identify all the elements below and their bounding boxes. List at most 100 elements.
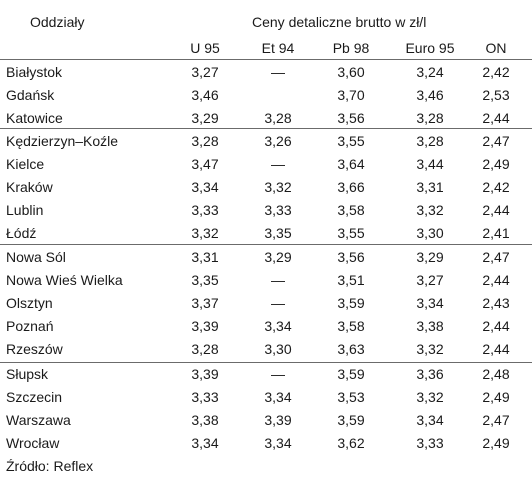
column-header-u95: U 95: [190, 40, 220, 56]
cell-pb98: 3,63: [337, 341, 365, 357]
cell-pb98: 3,62: [337, 435, 365, 451]
row-city-name: Nowa Wieś Wielka: [6, 272, 123, 288]
cell-pb98: 3,56: [337, 110, 365, 126]
cell-u95: 3,37: [191, 295, 219, 311]
cell-on: 2,44: [482, 341, 510, 357]
cell-et94: 3,30: [264, 341, 292, 357]
row-city-name: Nowa Sól: [6, 249, 66, 265]
cell-pb98: 3,70: [337, 87, 365, 103]
column-header-et94: Et 94: [261, 40, 295, 56]
cell-et94: —: [271, 366, 285, 382]
cell-pb98: 3,58: [337, 202, 365, 218]
cell-pb98: 3,55: [337, 225, 365, 241]
cell-on: 2,47: [482, 133, 510, 149]
cell-euro95: 3,31: [416, 179, 444, 195]
cell-on: 2,44: [482, 110, 510, 126]
cell-pb98: 3,59: [337, 412, 365, 428]
row-city-name: Białystok: [6, 64, 63, 80]
cell-on: 2,42: [482, 64, 510, 80]
row-city-name: Rzeszów: [6, 341, 63, 357]
cell-euro95: 3,34: [416, 295, 444, 311]
cell-euro95: 3,30: [416, 225, 444, 241]
row-city-name: Kędzierzyn–Koźle: [6, 133, 119, 149]
cell-euro95: 3,29: [416, 249, 444, 265]
cell-et94: 3,29: [264, 249, 292, 265]
cell-euro95: 3,38: [416, 318, 444, 334]
cell-euro95: 3,32: [416, 341, 444, 357]
row-city-name: Katowice: [6, 110, 63, 126]
row-city-name: Szczecin: [6, 389, 63, 405]
cell-on: 2,49: [482, 389, 510, 405]
cell-on: 2,53: [482, 87, 510, 103]
cell-u95: 3,28: [191, 133, 219, 149]
cell-on: 2,44: [482, 202, 510, 218]
cell-on: 2,49: [482, 435, 510, 451]
cell-euro95: 3,24: [416, 64, 444, 80]
cell-et94: 3,34: [264, 318, 292, 334]
cell-euro95: 3,32: [416, 389, 444, 405]
cell-et94: —: [271, 272, 285, 288]
cell-pb98: 3,60: [337, 64, 365, 80]
cell-u95: 3,34: [191, 435, 219, 451]
cell-pb98: 3,55: [337, 133, 365, 149]
cell-u95: 3,32: [191, 225, 219, 241]
row-city-name: Łódź: [6, 225, 37, 241]
cell-u95: 3,35: [191, 272, 219, 288]
cell-et94: 3,28: [264, 110, 292, 126]
cell-on: 2,42: [482, 179, 510, 195]
cell-u95: 3,34: [191, 179, 219, 195]
column-header-pb98: Pb 98: [332, 40, 370, 56]
cell-u95: 3,31: [191, 249, 219, 265]
cell-on: 2,44: [482, 272, 510, 288]
cell-u95: 3,39: [191, 366, 219, 382]
cell-euro95: 3,27: [416, 272, 444, 288]
cell-on: 2,47: [482, 412, 510, 428]
divider-line: [0, 59, 532, 60]
cell-et94: 3,26: [264, 133, 292, 149]
cell-et94: —: [271, 64, 285, 80]
cell-u95: 3,38: [191, 412, 219, 428]
row-city-name: Słupsk: [6, 366, 49, 382]
cell-euro95: 3,28: [416, 133, 444, 149]
cell-u95: 3,29: [191, 110, 219, 126]
cell-euro95: 3,46: [416, 87, 444, 103]
cell-pb98: 3,64: [337, 156, 365, 172]
row-city-name: Poznań: [6, 318, 54, 334]
divider-line: [0, 362, 532, 363]
column-header-euro95: Euro 95: [405, 40, 455, 56]
cell-u95: 3,28: [191, 341, 219, 357]
cell-euro95: 3,33: [416, 435, 444, 451]
cell-euro95: 3,44: [416, 156, 444, 172]
cell-et94: 3,34: [264, 435, 292, 451]
cell-et94: 3,32: [264, 179, 292, 195]
cell-u95: 3,33: [191, 202, 219, 218]
cell-euro95: 3,32: [416, 202, 444, 218]
cell-on: 2,41: [482, 225, 510, 241]
cell-euro95: 3,28: [416, 110, 444, 126]
source-note: Źródło: Reflex: [6, 458, 94, 474]
cell-euro95: 3,34: [416, 412, 444, 428]
cell-et94: 3,35: [264, 225, 292, 241]
row-city-name: Gdańsk: [6, 87, 55, 103]
divider-line: [0, 244, 532, 245]
cell-et94: —: [271, 156, 285, 172]
branches-header: Oddziały: [30, 14, 85, 30]
row-city-name: Kielce: [6, 156, 45, 172]
divider-line: [0, 128, 532, 129]
cell-on: 2,43: [482, 295, 510, 311]
cell-on: 2,44: [482, 318, 510, 334]
cell-et94: 3,33: [264, 202, 292, 218]
cell-u95: 3,39: [191, 318, 219, 334]
cell-pb98: 3,56: [337, 249, 365, 265]
cell-pb98: 3,59: [337, 295, 365, 311]
cell-on: 2,47: [482, 249, 510, 265]
prices-header-label: Ceny detaliczne brutto w zł/l: [252, 14, 427, 30]
row-city-name: Warszawa: [6, 412, 71, 428]
cell-pb98: 3,66: [337, 179, 365, 195]
row-city-name: Olsztyn: [6, 295, 53, 311]
cell-et94: 3,39: [264, 412, 292, 428]
cell-on: 2,48: [482, 366, 510, 382]
cell-u95: 3,33: [191, 389, 219, 405]
cell-u95: 3,46: [191, 87, 219, 103]
row-city-name: Lublin: [6, 202, 44, 218]
